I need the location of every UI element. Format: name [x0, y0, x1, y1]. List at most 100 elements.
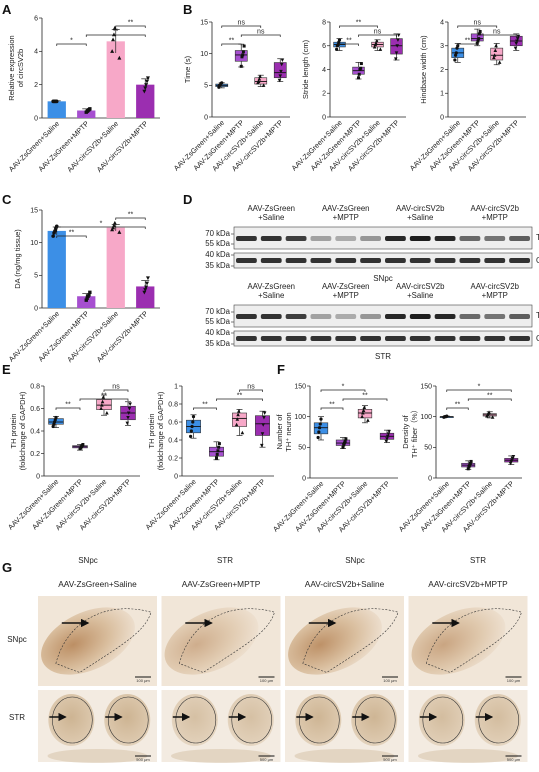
- data-point: [145, 76, 150, 81]
- gapdh-band: [434, 336, 456, 341]
- str-outline: [52, 696, 93, 744]
- data-point: [117, 230, 122, 234]
- blot-membrane-th: [233, 304, 533, 328]
- significance-label: **: [128, 20, 134, 27]
- data-point: [99, 406, 103, 410]
- significance-label: **: [229, 38, 235, 45]
- th-band: [360, 236, 381, 241]
- th-band: [310, 314, 332, 319]
- data-point: [217, 445, 221, 449]
- y-axis-label: (foldchange of GAPDH): [156, 391, 165, 470]
- significance-bracket: [216, 398, 263, 401]
- data-point: [189, 434, 193, 438]
- str-outline: [175, 696, 217, 744]
- blot-header-line2: +MPTP: [333, 291, 359, 300]
- th-band: [360, 314, 381, 319]
- data-point: [145, 276, 150, 281]
- snpc-outline: [425, 608, 522, 673]
- micrograph-snpc-stain: [288, 607, 382, 675]
- data-point: [492, 55, 496, 60]
- data-point: [385, 434, 390, 439]
- bar: [106, 41, 125, 119]
- data-point: [260, 432, 265, 436]
- data-point: [393, 57, 398, 61]
- data-point: [100, 399, 105, 404]
- data-point: [454, 51, 458, 55]
- molecular-weight-marker: 40 kDa: [205, 328, 230, 337]
- y-axis-label: Time (s): [183, 55, 192, 83]
- y-tick-label: 50: [424, 445, 432, 452]
- data-point: [240, 55, 244, 59]
- y-axis-label: Density of: [401, 414, 410, 448]
- gapdh-band: [236, 336, 257, 341]
- data-point: [117, 55, 122, 60]
- str-lower-tissue: [294, 749, 395, 763]
- data-point: [51, 234, 55, 238]
- protein-label-th: TH: [536, 311, 539, 320]
- significance-bracket: [193, 407, 217, 410]
- data-point: [259, 443, 264, 448]
- str-stain: [351, 694, 398, 746]
- data-point: [215, 456, 218, 460]
- data-point: [384, 439, 389, 444]
- gapdh-band: [360, 336, 381, 341]
- significance-bracket: [457, 43, 478, 46]
- str-stain: [227, 694, 274, 746]
- y-axis-label: TH⁺ neuron: [284, 412, 293, 451]
- data-point: [191, 415, 196, 419]
- gapdh-band: [285, 258, 307, 263]
- data-point: [359, 66, 363, 70]
- significance-label: **: [356, 20, 362, 27]
- th-band: [434, 314, 456, 319]
- data-point: [319, 417, 323, 421]
- blot-membrane-th: [233, 226, 533, 250]
- significance-bracket: [358, 34, 397, 37]
- data-point: [126, 416, 130, 420]
- box: [254, 77, 268, 85]
- significance-bracket: [446, 389, 512, 392]
- molecular-weight-marker: 70 kDa: [205, 229, 230, 238]
- y-axis-label: Relative expression: [7, 35, 16, 100]
- gapdh-band: [409, 336, 431, 341]
- y-axis-label: TH protein: [9, 413, 18, 448]
- data-point: [277, 78, 282, 83]
- category-label: AAV-circSV2b+MPTP: [95, 309, 150, 364]
- str-lower-tissue: [171, 749, 271, 763]
- significance-bracket: [115, 217, 146, 220]
- significance-bracket: [239, 389, 263, 392]
- y-tick-label: 0.8: [168, 401, 178, 408]
- micrograph-title: AAV-circSV2b+MPTP: [428, 579, 508, 589]
- chart-th-protein-snpc: 0 0.2 0.4 0.6 0.8 TH protein (foldchange of GA…: [6, 383, 140, 532]
- data-point: [241, 53, 245, 57]
- data-point: [236, 412, 240, 417]
- significance-bracket: [467, 398, 512, 401]
- box: [232, 412, 247, 427]
- protein-label-th: TH: [536, 233, 539, 242]
- significance-bracket: [85, 34, 146, 37]
- scale-bar-label: 100 μm: [260, 678, 274, 683]
- data-point: [84, 298, 88, 302]
- category-label: AAV-ZsGreen+Saline: [7, 309, 61, 363]
- category-label: AAV-circSV2b+MPTP: [95, 119, 150, 174]
- y-tick-label: 0.6: [30, 406, 40, 413]
- blot-header-line2: +Saline: [407, 213, 433, 222]
- th-band: [459, 314, 481, 319]
- gapdh-band: [409, 258, 431, 263]
- panel-label-g: G: [2, 560, 12, 575]
- category-label: AAV-circSV2b+Saline: [65, 309, 120, 364]
- significance-bracket: [240, 34, 281, 37]
- blot-header-line1: AAV-ZsGreen: [247, 282, 295, 291]
- th-band: [484, 314, 506, 319]
- y-tick-label: 0: [302, 475, 306, 482]
- significance-bracket: [221, 25, 262, 28]
- data-point: [145, 281, 150, 286]
- bar: [136, 286, 155, 308]
- significance-label: ns: [247, 384, 255, 391]
- snpc-outline: [178, 608, 275, 673]
- significance-label: *: [342, 384, 345, 391]
- scale-bar-label: 100 μm: [507, 678, 521, 683]
- bar: [77, 296, 96, 308]
- data-point: [514, 41, 519, 46]
